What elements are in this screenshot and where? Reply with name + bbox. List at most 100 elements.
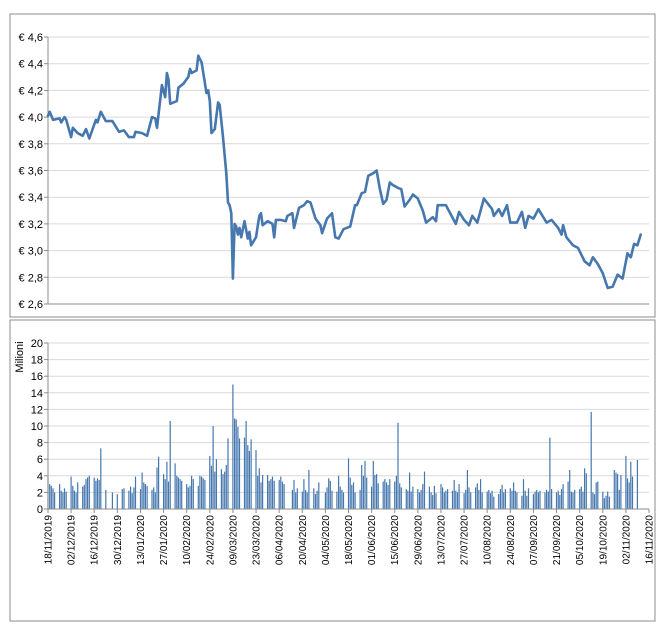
volume-bar xyxy=(73,490,75,509)
volume-bar xyxy=(491,490,493,509)
volume-bar xyxy=(267,475,269,509)
volume-x-tick-label: 18/11/2019 xyxy=(44,515,55,565)
volume-bar xyxy=(567,481,569,509)
volume-bar xyxy=(63,488,66,510)
volume-bar xyxy=(123,488,125,510)
volume-bar xyxy=(237,426,239,509)
volume-bar xyxy=(293,479,295,509)
volume-bar xyxy=(405,489,407,509)
volume-bar xyxy=(352,482,355,509)
volume-bar xyxy=(151,489,153,509)
volume-bar xyxy=(316,490,318,509)
volume-bar xyxy=(509,488,511,510)
volume-bar xyxy=(559,494,561,509)
volume-bar xyxy=(131,493,133,509)
volume-bar xyxy=(295,492,297,509)
volume-bar xyxy=(432,494,434,509)
volume-bar xyxy=(305,489,307,509)
volume-bar xyxy=(572,492,574,509)
price-y-tick-label: € 2,6 xyxy=(19,299,43,311)
volume-x-tick-label: 04/05/2020 xyxy=(321,515,332,565)
volume-bar xyxy=(443,492,445,509)
volume-bar xyxy=(428,486,430,509)
volume-x-tick-label: 27/01/2020 xyxy=(159,515,170,565)
volume-bar xyxy=(202,478,204,509)
volume-bar xyxy=(283,484,285,509)
volume-bar xyxy=(247,445,249,509)
volume-bar xyxy=(626,478,629,509)
volume-bar xyxy=(324,492,326,509)
volume-x-tick-label: 18/05/2020 xyxy=(344,515,355,565)
volume-bar xyxy=(128,490,130,509)
volume-bar xyxy=(100,448,102,509)
volume-bar xyxy=(613,470,615,509)
volume-bar xyxy=(250,439,252,509)
volume-bar xyxy=(268,480,270,509)
volume-bar xyxy=(585,473,587,509)
volume-bar xyxy=(199,475,201,509)
price-y-tick-label: € 3,0 xyxy=(19,246,43,258)
volume-bar xyxy=(442,487,444,509)
volume-bar xyxy=(417,489,419,509)
volume-bar xyxy=(177,477,179,509)
price-series-line xyxy=(46,54,643,290)
volume-bar xyxy=(318,482,320,509)
volume-bar xyxy=(234,418,236,509)
volume-bar xyxy=(625,455,627,509)
volume-bar xyxy=(420,489,422,509)
price-y-tick-label: € 2,8 xyxy=(19,272,43,284)
volume-bar xyxy=(607,491,609,509)
volume-bar xyxy=(470,492,472,509)
volume-bar xyxy=(163,474,165,509)
volume-bar xyxy=(527,488,530,510)
volume-bar xyxy=(498,494,500,509)
volume-bar xyxy=(232,384,234,509)
volume-y-tick-labels: 0 2 4 6 8 10 12 14 16 18 20 xyxy=(31,338,48,516)
volume-bar xyxy=(412,486,414,509)
volume-bar xyxy=(620,475,622,509)
volume-x-tick-label: 07/09/2020 xyxy=(529,515,540,565)
volume-bar xyxy=(308,470,310,509)
volume-bar xyxy=(409,472,411,509)
volume-bar xyxy=(557,490,559,509)
volume-bar xyxy=(214,471,216,509)
volume-bar xyxy=(516,492,518,509)
volume-bar xyxy=(395,475,397,509)
volume-bar xyxy=(549,437,551,509)
volume-bar xyxy=(88,475,90,509)
price-y-tick-label: € 4,0 xyxy=(19,112,43,124)
volume-bar xyxy=(144,484,146,509)
volume-bar xyxy=(447,489,449,509)
volume-bar xyxy=(445,490,447,509)
volume-bar xyxy=(93,477,95,509)
volume-bar xyxy=(243,437,246,509)
volume-bar xyxy=(197,485,199,509)
volume-bar xyxy=(278,479,280,509)
volume-bar xyxy=(603,498,605,509)
volume-bar xyxy=(313,488,315,510)
volume-bar xyxy=(154,492,156,509)
volume-y-tick-label: 8 xyxy=(37,438,43,450)
volume-bar xyxy=(224,471,226,509)
price-y-tick-label: € 3,6 xyxy=(19,166,43,178)
volume-y-tick-label: 18 xyxy=(31,355,43,367)
volume-x-tick-label: 02/11/2020 xyxy=(621,515,632,565)
volume-bar xyxy=(499,489,501,509)
volume-bar xyxy=(389,479,391,509)
volume-bar xyxy=(615,472,617,509)
volume-bar xyxy=(85,479,87,509)
volume-bar xyxy=(493,496,495,509)
volume-bar xyxy=(521,495,523,509)
volume-bar xyxy=(192,479,194,509)
volume-bar xyxy=(257,475,259,509)
volume-bar xyxy=(526,495,528,509)
volume-bar xyxy=(536,489,538,509)
volume-bar xyxy=(215,459,217,509)
volume-bar xyxy=(423,471,426,509)
volume-bar xyxy=(478,489,480,509)
volume-x-tick-label: 20/04/2020 xyxy=(298,515,309,565)
volume-bar xyxy=(65,491,67,509)
volume-bar xyxy=(167,481,170,509)
volume-y-tick-label: 14 xyxy=(31,388,43,400)
volume-bar xyxy=(463,493,465,509)
